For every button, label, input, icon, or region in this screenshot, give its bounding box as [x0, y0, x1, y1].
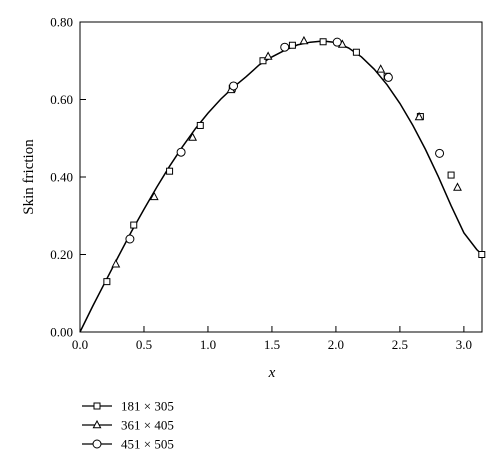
skin-friction-curve	[79, 40, 483, 333]
plot-frame	[79, 21, 483, 333]
triangle-data-point	[188, 132, 198, 141]
series-markers	[103, 35, 486, 286]
triangle-data-point	[299, 35, 309, 45]
legend-circle-marker	[92, 439, 102, 449]
circle-data-point	[383, 72, 393, 82]
legend: 181 × 305 361 × 405 451 × 505	[82, 399, 174, 452]
square-data-point	[478, 251, 486, 258]
square-data-point	[103, 278, 111, 286]
triangle-data-point	[111, 259, 121, 268]
x-tick-label: 2.0	[328, 337, 344, 352]
triangle-data-point	[453, 182, 462, 191]
square-data-point	[447, 171, 455, 179]
square-data-point	[319, 38, 327, 46]
circle-data-point	[229, 81, 239, 91]
square-data-point	[352, 48, 360, 56]
legend-label: 451 × 505	[121, 437, 174, 452]
y-tick-label: 0.20	[50, 247, 73, 262]
y-axis-title: Skin friction	[21, 139, 37, 215]
circle-data-point	[176, 147, 186, 157]
circle-data-point	[435, 148, 445, 158]
x-tick-label: 3.0	[456, 337, 472, 352]
square-data-point	[259, 57, 267, 65]
x-tick-label: 0.5	[136, 337, 152, 352]
square-data-point	[196, 121, 204, 129]
triangle-data-point	[414, 111, 424, 121]
x-tick-label: 1.0	[200, 337, 216, 352]
square-data-point	[130, 221, 138, 229]
legend-label: 181 × 305	[121, 399, 174, 414]
legend-label: 361 × 405	[121, 418, 174, 433]
x-tick-label: 1.5	[264, 337, 280, 352]
triangle-data-point	[376, 64, 386, 73]
y-tick-label: 0.60	[50, 92, 73, 107]
x-tick-label: 2.5	[392, 337, 408, 352]
legend-triangle-marker	[92, 419, 102, 429]
square-data-point	[166, 167, 174, 175]
y-axis-ticks: 0.00 0.20 0.40 0.60 0.80	[50, 15, 86, 340]
y-tick-label: 0.40	[50, 170, 73, 185]
circle-data-point	[125, 234, 135, 244]
triangle-data-point	[263, 51, 273, 60]
x-tick-label: 0.0	[72, 337, 88, 352]
y-tick-label: 0.00	[50, 325, 73, 340]
legend-square-marker	[93, 402, 101, 410]
triangle-data-point	[149, 191, 159, 201]
x-axis-title: x	[268, 365, 276, 381]
x-axis-ticks: 0.0 0.5 1.0 1.5 2.0 2.5 3.0	[72, 326, 472, 352]
circle-data-point	[332, 37, 342, 47]
square-data-point	[288, 41, 296, 49]
circle-data-point	[280, 42, 290, 52]
y-tick-label: 0.80	[50, 15, 73, 30]
